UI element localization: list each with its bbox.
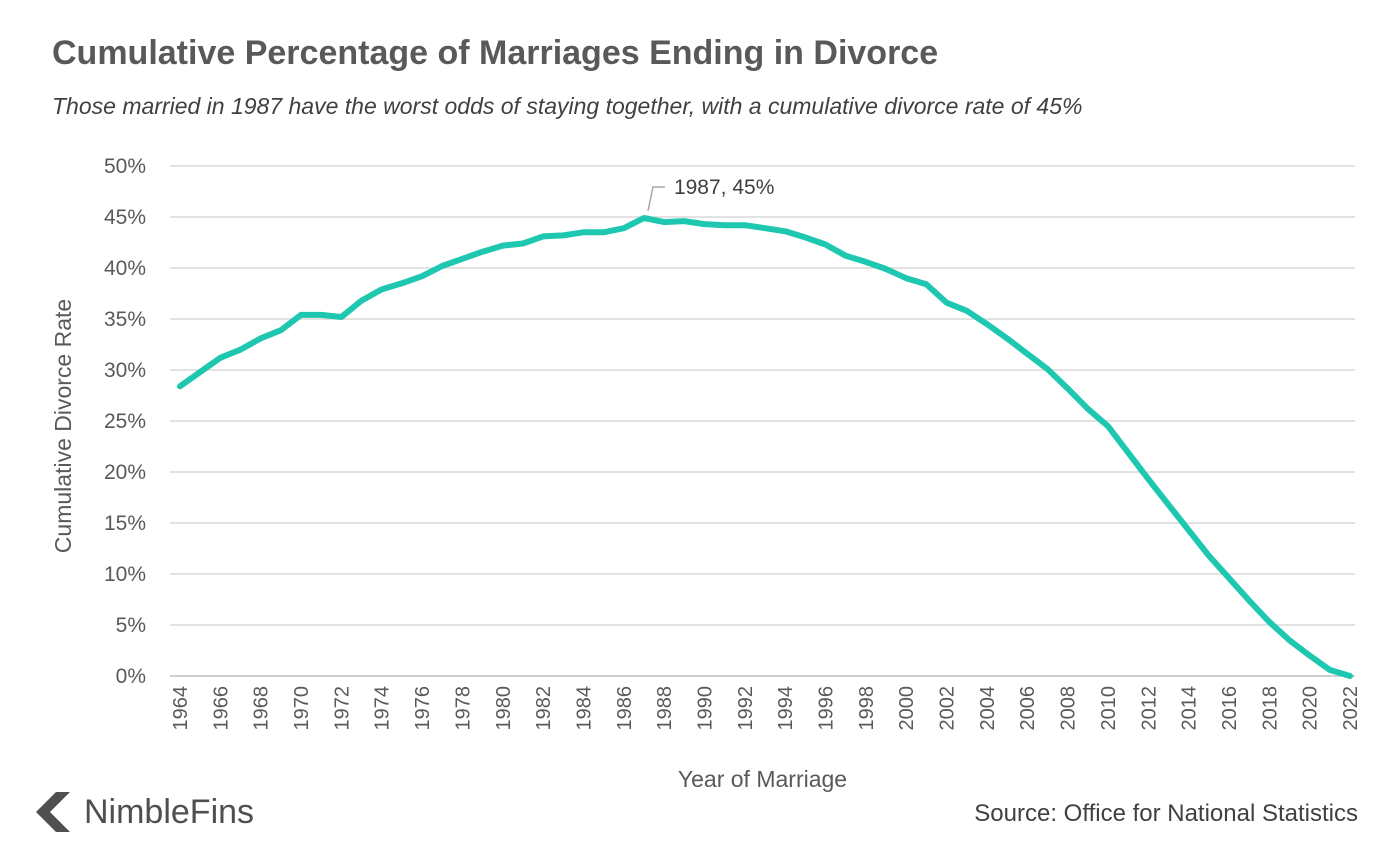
chart-subtitle: Those married in 1987 have the worst odd… [52,93,1083,119]
y-tick-label: 40% [104,257,146,280]
y-tick-label: 5% [116,614,146,637]
x-tick-label: 2016 [1219,686,1241,731]
y-tick-label: 30% [104,359,146,382]
x-tick-label: 1984 [573,686,595,731]
x-tick-label: 1972 [331,686,353,731]
y-tick-label: 45% [104,206,146,229]
y-tick-label: 0% [116,665,146,688]
x-tick-label: 2004 [977,686,999,731]
x-tick-label: 2012 [1138,686,1160,731]
x-tick-label: 1988 [654,686,676,731]
x-axis-title: Year of Marriage [678,766,847,792]
x-tick-label: 1998 [856,686,878,731]
y-tick-label: 25% [104,410,146,433]
x-tick-label: 2020 [1300,686,1322,731]
brand-name: NimbleFins [84,792,255,831]
y-tick-label: 20% [104,461,146,484]
source-note: Source: Office for National Statistics [974,800,1358,827]
x-tick-label: 1982 [533,686,555,731]
chart-title: Cumulative Percentage of Marriages Endin… [52,34,939,72]
x-tick-label: 1992 [735,686,757,731]
annotation-leader [647,186,665,212]
x-tick-label: 2010 [1098,686,1120,731]
x-tick-label: 2014 [1179,686,1201,731]
annotation-label: 1987, 45% [674,176,774,199]
x-tick-label: 1970 [291,686,313,731]
x-tick-label: 1978 [452,686,474,731]
x-tick-label: 2008 [1058,686,1080,731]
y-tick-label: 10% [104,563,146,586]
x-tick-label: 2006 [1017,686,1039,731]
x-tick-label: 1964 [170,686,192,731]
x-tick-label: 1976 [412,686,434,731]
brand-logo: NimbleFins [30,790,254,834]
x-tick-label: 2002 [937,686,959,731]
x-tick-label: 2000 [896,686,918,731]
x-tick-label: 1990 [694,686,716,731]
x-tick-label: 1996 [816,686,838,731]
chevron-left-icon [36,792,70,832]
x-tick-label: 1980 [493,686,515,731]
y-tick-label: 15% [104,512,146,535]
y-tick-label: 35% [104,308,146,331]
divorce-rate-line [177,215,1353,679]
x-tick-label: 1974 [372,686,394,731]
y-tick-label: 50% [104,155,146,178]
y-axis-title: Cumulative Divorce Rate [50,299,76,553]
x-tick-label: 1968 [251,686,273,731]
x-tick-label: 1986 [614,686,636,731]
x-tick-label: 2018 [1259,686,1281,731]
x-tick-label: 1994 [775,686,797,731]
x-tick-label: 2022 [1340,686,1362,731]
x-tick-label: 1966 [210,686,232,731]
